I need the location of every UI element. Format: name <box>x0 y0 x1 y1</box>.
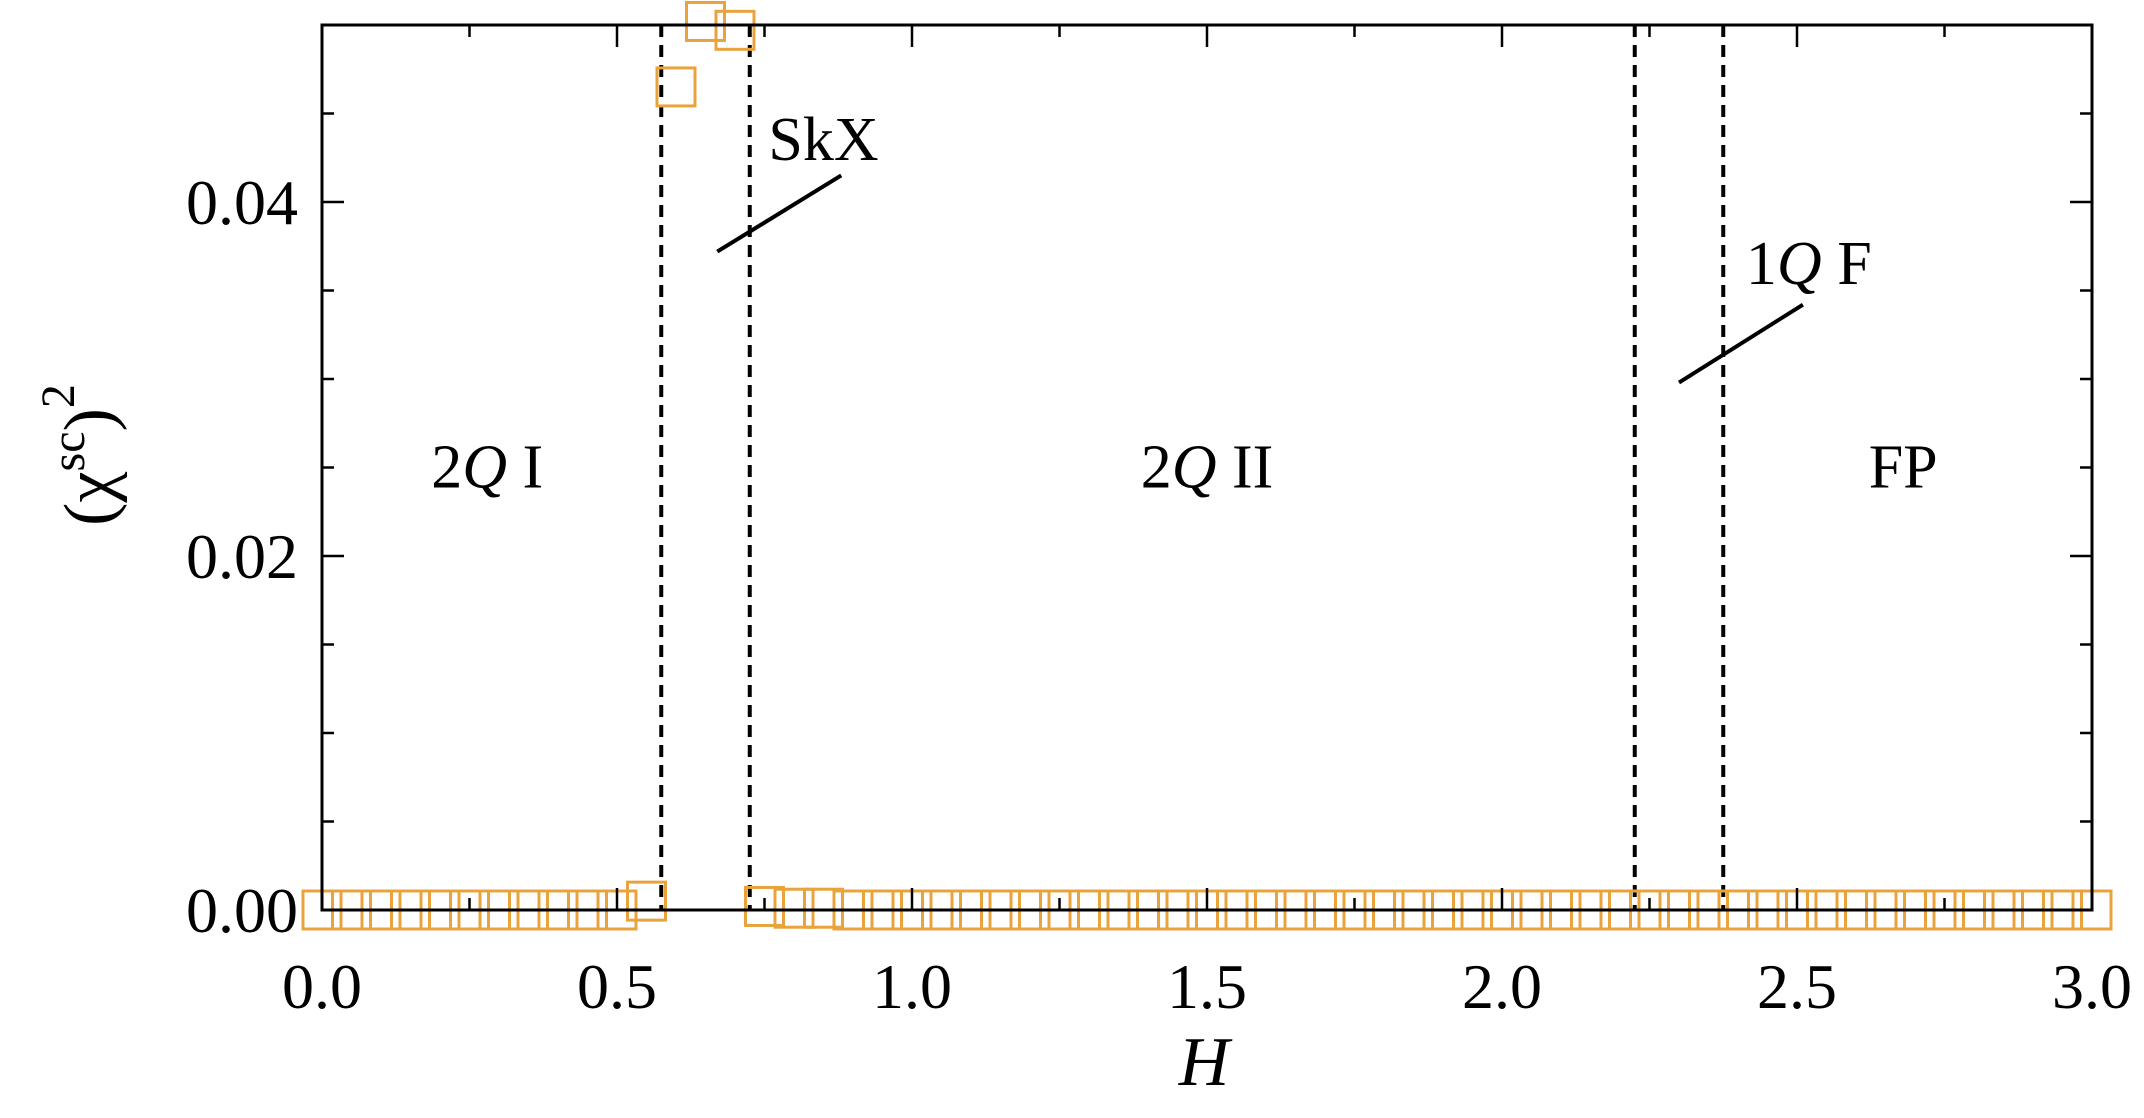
axis-ticks <box>320 25 2094 912</box>
x-tick-label: 2.5 <box>1757 951 1837 1022</box>
y-axis-label-close: ) <box>51 408 128 431</box>
data-point <box>714 9 756 51</box>
phase-boundaries <box>659 25 1726 910</box>
data-point <box>685 0 726 42</box>
data-point <box>773 887 815 929</box>
tick-labels: 0.0 0.5 1.0 1.5 2.0 2.5 3.0 0.00 0.02 0.04 <box>186 167 2132 1022</box>
x-tick-label: 2.0 <box>1462 951 1542 1022</box>
x-tick-label: 1.5 <box>1167 951 1247 1022</box>
y-axis-label-sup: sc <box>42 431 95 471</box>
phase-label: SkX <box>768 106 878 174</box>
x-tick-label: 0.5 <box>577 951 657 1022</box>
data-point <box>744 885 785 927</box>
y-axis-label-power: 2 <box>32 384 85 408</box>
phase-label: 2Q II <box>1141 434 1274 502</box>
annotation-lines <box>716 173 1804 385</box>
data-point <box>803 887 844 929</box>
y-axis-label: (χsc)2 <box>32 384 128 526</box>
phase-label: 1Q F <box>1746 230 1872 298</box>
x-tick-label: 1.0 <box>872 951 952 1022</box>
annotation-line-0 <box>716 173 843 254</box>
x-tick-label: 3.0 <box>2052 951 2132 1022</box>
y-tick-label: 0.02 <box>186 521 298 592</box>
data-point <box>655 66 697 108</box>
y-axis-label-base: (χ <box>51 471 128 525</box>
phase-label: 2Q I <box>431 434 543 502</box>
data-point <box>626 880 667 922</box>
x-tick-label: 0.0 <box>282 951 362 1022</box>
y-tick-label: 0.00 <box>186 875 298 946</box>
phase-label: FP <box>1869 434 1938 502</box>
annotation-line-1 <box>1677 302 1804 385</box>
y-tick-label: 0.04 <box>186 167 298 238</box>
phase-labels: 2Q I 2Q II FP SkX 1Q F <box>431 106 1937 501</box>
x-axis-label: H <box>1178 1024 1233 1101</box>
